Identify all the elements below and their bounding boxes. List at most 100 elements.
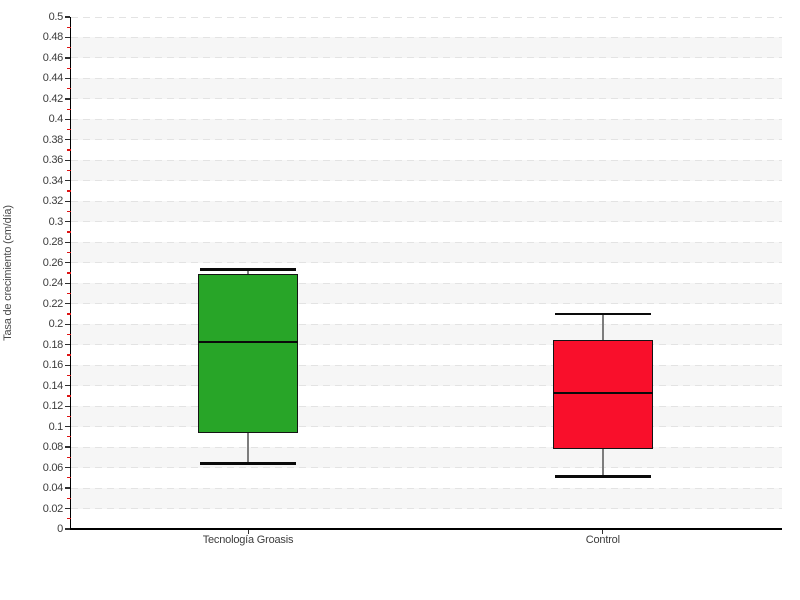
gridline (71, 17, 782, 18)
background-band (71, 447, 782, 468)
y-major-tick (65, 303, 70, 305)
y-minor-tick (67, 436, 71, 438)
y-major-tick (65, 159, 70, 161)
gridline (71, 36, 782, 38)
gridline (71, 77, 782, 79)
gridline (71, 98, 782, 100)
y-tick-label: 0.1 (48, 420, 64, 433)
y-tick-label: 0.48 (42, 31, 64, 44)
y-tick-label: 0.22 (42, 297, 64, 310)
gridline (71, 323, 782, 325)
y-minor-tick (67, 190, 71, 192)
gridline (71, 159, 782, 161)
y-major-tick (65, 466, 70, 469)
gridline (71, 180, 782, 182)
y-major-tick (65, 446, 70, 448)
y-major-tick (65, 118, 70, 120)
background-band (71, 283, 782, 304)
gridline (71, 508, 782, 510)
background-band (71, 57, 782, 79)
y-tick-label: 0.44 (42, 72, 64, 85)
y-tick-label: 0.4 (48, 113, 64, 126)
background-band (71, 467, 782, 489)
y-axis-line (70, 17, 72, 530)
gridline (71, 344, 782, 346)
y-minor-tick (67, 47, 71, 49)
background-band (71, 98, 782, 120)
y-major-tick (65, 528, 70, 530)
y-tick-label: 0.02 (42, 502, 64, 515)
background-band (71, 324, 782, 345)
gridline (71, 282, 782, 284)
background-band (71, 201, 782, 222)
y-minor-tick (67, 354, 71, 356)
y-minor-tick (67, 333, 71, 336)
gridline (71, 200, 782, 202)
y-tick-label: 0.38 (42, 133, 64, 146)
x-tick-label-control: Control (585, 534, 620, 546)
y-major-tick (65, 344, 70, 346)
background-band (71, 17, 782, 38)
box-rect (198, 274, 299, 433)
y-minor-tick (67, 313, 71, 315)
y-tick-label: 0.3 (48, 215, 64, 228)
gridline (71, 446, 782, 448)
y-minor-tick (67, 26, 71, 28)
y-axis-title: Tasa de crecimiento (cm/día) (2, 205, 14, 341)
y-tick-label: 0.12 (42, 400, 64, 413)
y-major-tick (65, 507, 70, 510)
y-major-tick (65, 323, 70, 325)
y-tick-label: 0.24 (42, 277, 64, 290)
gridline (71, 221, 782, 223)
x-tick-tecnologia-groasis (247, 530, 249, 534)
gridline (71, 262, 782, 264)
x-tick-label-tecnologia-groasis: Tecnología Groasis (202, 534, 294, 546)
y-minor-tick (67, 67, 71, 69)
y-minor-tick (67, 518, 71, 520)
y-major-tick (65, 180, 70, 182)
y-tick-label: 0 (57, 523, 63, 535)
background-band (71, 385, 782, 407)
background-band (71, 242, 782, 263)
gridline (71, 364, 782, 366)
plot-area (71, 17, 782, 529)
background-band (71, 262, 782, 284)
y-minor-tick (67, 497, 71, 499)
background-band (71, 221, 782, 243)
whisker-cap-high (554, 312, 651, 316)
y-major-tick (65, 241, 70, 243)
y-minor-tick (67, 374, 71, 377)
y-major-tick (65, 200, 70, 202)
background-band (71, 488, 782, 509)
y-major-tick (65, 57, 70, 59)
y-tick-label: 0.08 (42, 441, 64, 454)
median-line (198, 340, 299, 343)
y-tick-label: 0.16 (42, 359, 64, 372)
y-minor-tick (67, 415, 71, 417)
y-major-tick (65, 36, 70, 39)
background-band (71, 426, 782, 448)
background-band (71, 160, 782, 181)
y-major-tick (65, 487, 70, 489)
y-minor-tick (67, 251, 71, 254)
y-tick-label: 0.2 (48, 318, 64, 331)
gridline (71, 303, 782, 305)
y-minor-tick (67, 292, 71, 295)
y-major-tick (65, 405, 70, 407)
gridline (71, 139, 782, 141)
y-tick-label: 0.14 (42, 379, 64, 392)
y-minor-tick (67, 169, 71, 172)
y-tick-label: 0.26 (42, 256, 64, 269)
y-major-tick (65, 221, 70, 223)
background-band (71, 365, 782, 386)
x-axis-line (70, 528, 782, 530)
y-tick-label: 0.18 (42, 338, 64, 351)
background-band (71, 78, 782, 99)
gridline (71, 487, 782, 489)
y-minor-tick (67, 395, 71, 397)
whisker-cap-low (554, 475, 651, 479)
whisker-cap-low (200, 462, 297, 465)
gridline (71, 467, 782, 469)
gridline (71, 241, 782, 243)
